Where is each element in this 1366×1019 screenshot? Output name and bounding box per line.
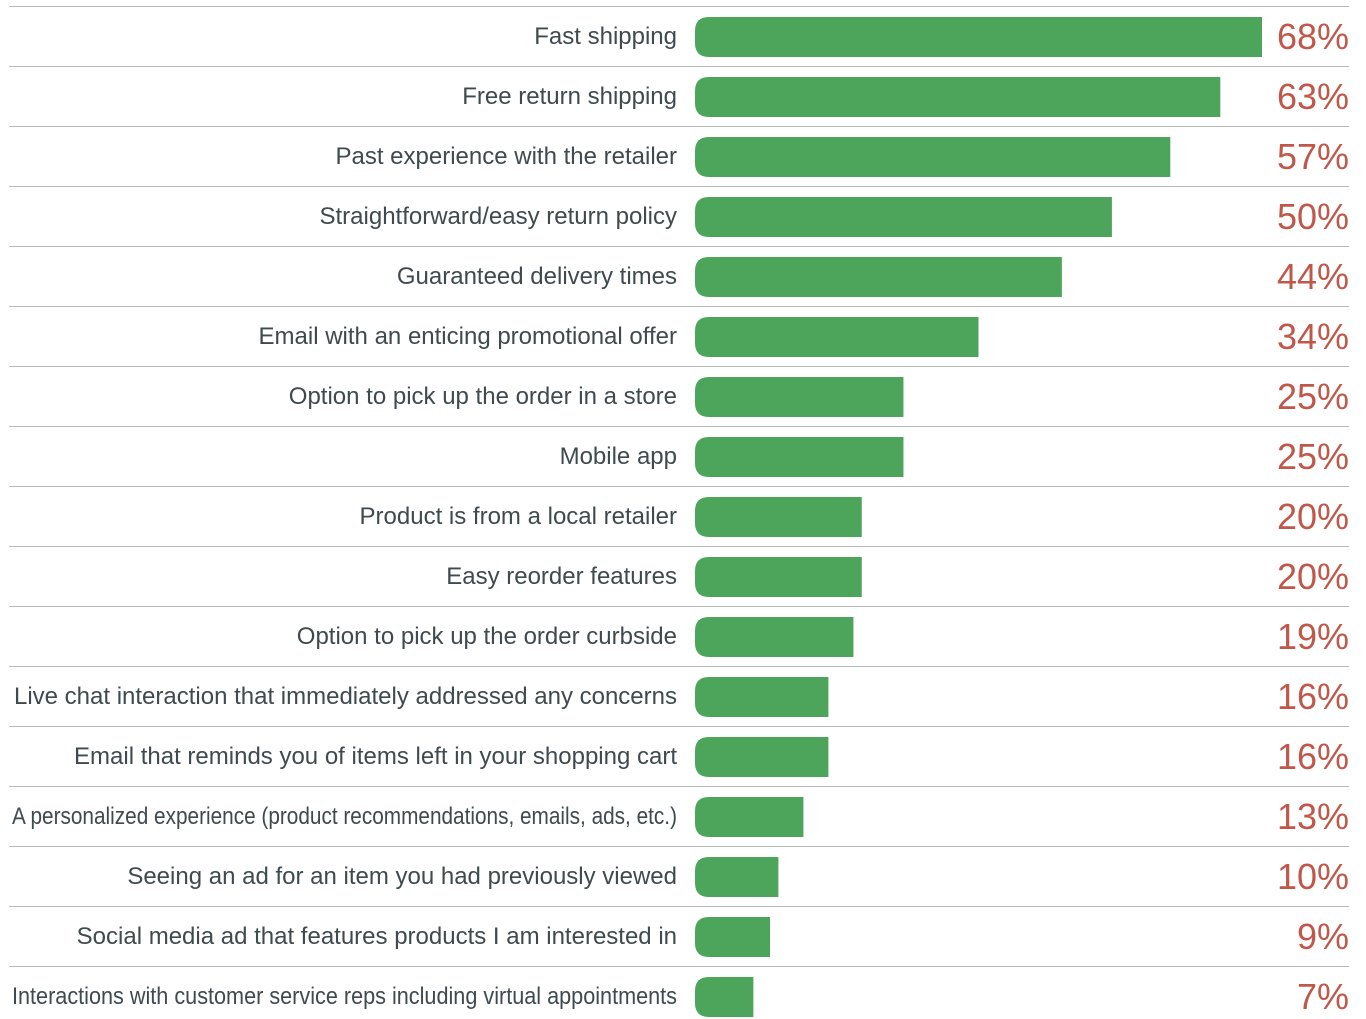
category-label: Guaranteed delivery times: [397, 263, 677, 290]
category-label: Seeing an ad for an item you had previou…: [127, 863, 677, 890]
value-label: 20%: [1277, 496, 1349, 537]
bar-1: [695, 17, 1262, 57]
category-label: Straightforward/easy return policy: [320, 203, 678, 230]
category-label: Easy reorder features: [446, 563, 677, 590]
category-labels-group: Fast shipping Free return shipping Past ex…: [12, 23, 677, 1010]
category-label: A personalized experience (product recom…: [12, 803, 677, 830]
bar-11: [695, 617, 854, 657]
category-label: Option to pick up the order curbside: [297, 623, 677, 650]
bar-9: [695, 497, 862, 537]
bar-17: [695, 977, 754, 1017]
category-label: Live chat interaction that immediately a…: [14, 683, 677, 710]
category-label: Mobile app: [560, 443, 677, 470]
value-labels-group: 68% 63% 57% 50% 44% 34% 25% 25% 20% 20% 19% 16% 16% 1…: [1277, 16, 1349, 1017]
value-label: 16%: [1277, 736, 1349, 777]
value-label: 13%: [1277, 796, 1349, 837]
value-label: 10%: [1277, 856, 1349, 897]
category-label: Option to pick up the order in a store: [289, 383, 677, 410]
bar-8: [695, 437, 904, 477]
row-separators: [9, 6, 1349, 967]
category-label: Product is from a local retailer: [360, 503, 677, 530]
category-label: Email that reminds you of items left in …: [74, 743, 677, 770]
bar-5: [695, 257, 1062, 297]
bar-16: [695, 917, 771, 957]
bar-13: [695, 737, 829, 777]
bar-3: [695, 137, 1171, 177]
value-label: 34%: [1277, 316, 1349, 357]
value-label: 25%: [1277, 376, 1349, 417]
value-label: 25%: [1277, 436, 1349, 477]
bar-2: [695, 77, 1221, 117]
value-label: 16%: [1277, 676, 1349, 717]
value-label: 7%: [1297, 976, 1349, 1017]
category-label: Fast shipping: [534, 23, 677, 50]
value-label: 9%: [1297, 916, 1349, 957]
category-label: Free return shipping: [462, 83, 677, 110]
bar-12: [695, 677, 829, 717]
value-label: 20%: [1277, 556, 1349, 597]
value-label: 57%: [1277, 136, 1349, 177]
category-label: Social media ad that features products I…: [77, 923, 677, 950]
bar-7: [695, 377, 904, 417]
bar-14: [695, 797, 804, 837]
bar-10: [695, 557, 862, 597]
bar-15: [695, 857, 779, 897]
bars-group: [695, 17, 1262, 1017]
bar-6: [695, 317, 979, 357]
value-label: 68%: [1277, 16, 1349, 57]
bar-4: [695, 197, 1112, 237]
value-label: 19%: [1277, 616, 1349, 657]
value-label: 63%: [1277, 76, 1349, 117]
category-label: Interactions with customer service reps …: [12, 983, 677, 1010]
value-label: 44%: [1277, 256, 1349, 297]
category-label: Email with an enticing promotional offer: [259, 323, 677, 350]
value-label: 50%: [1277, 196, 1349, 237]
category-label: Past experience with the retailer: [335, 143, 677, 170]
